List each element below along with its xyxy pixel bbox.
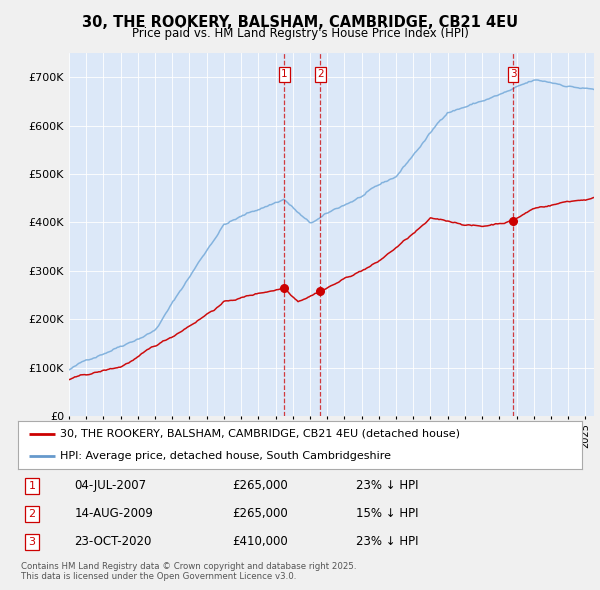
Text: 30, THE ROOKERY, BALSHAM, CAMBRIDGE, CB21 4EU (detached house): 30, THE ROOKERY, BALSHAM, CAMBRIDGE, CB2… bbox=[60, 429, 460, 439]
Text: £265,000: £265,000 bbox=[232, 507, 288, 520]
Text: Price paid vs. HM Land Registry's House Price Index (HPI): Price paid vs. HM Land Registry's House … bbox=[131, 27, 469, 40]
Text: 23% ↓ HPI: 23% ↓ HPI bbox=[356, 480, 419, 493]
Text: 14-AUG-2009: 14-AUG-2009 bbox=[74, 507, 153, 520]
Text: 3: 3 bbox=[29, 537, 35, 547]
Text: 30, THE ROOKERY, BALSHAM, CAMBRIDGE, CB21 4EU: 30, THE ROOKERY, BALSHAM, CAMBRIDGE, CB2… bbox=[82, 15, 518, 30]
Text: 2: 2 bbox=[29, 509, 35, 519]
Text: Contains HM Land Registry data © Crown copyright and database right 2025.
This d: Contains HM Land Registry data © Crown c… bbox=[21, 562, 356, 581]
Text: 1: 1 bbox=[281, 70, 287, 80]
Text: 04-JUL-2007: 04-JUL-2007 bbox=[74, 480, 146, 493]
Text: 1: 1 bbox=[29, 481, 35, 491]
Text: 23-OCT-2020: 23-OCT-2020 bbox=[74, 535, 152, 548]
Text: 15% ↓ HPI: 15% ↓ HPI bbox=[356, 507, 419, 520]
Text: £410,000: £410,000 bbox=[232, 535, 288, 548]
Text: 23% ↓ HPI: 23% ↓ HPI bbox=[356, 535, 419, 548]
Text: 2: 2 bbox=[317, 70, 323, 80]
Text: HPI: Average price, detached house, South Cambridgeshire: HPI: Average price, detached house, Sout… bbox=[60, 451, 391, 461]
Text: 3: 3 bbox=[510, 70, 517, 80]
Text: £265,000: £265,000 bbox=[232, 480, 288, 493]
